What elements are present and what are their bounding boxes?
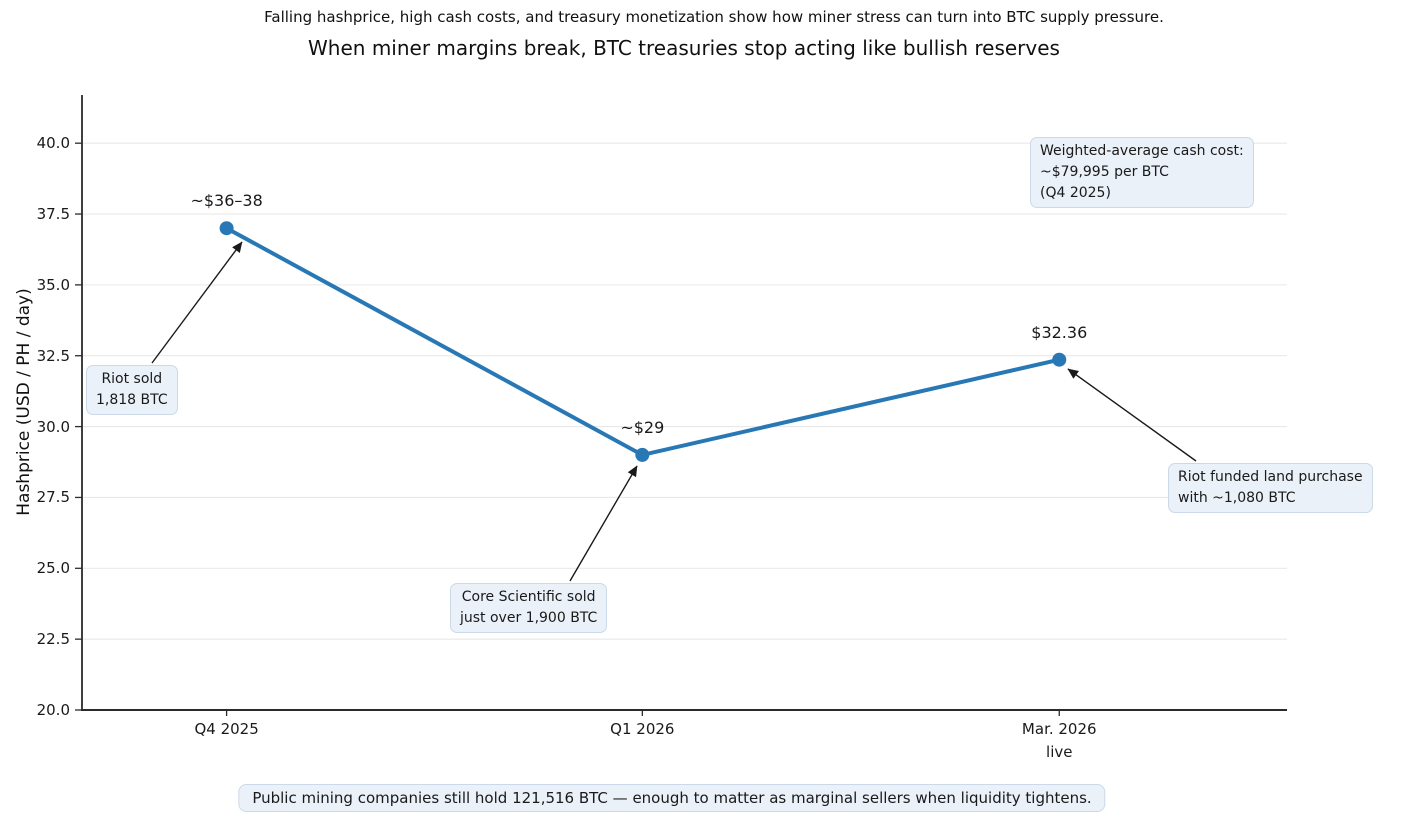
footnote: Public mining companies still hold 121,5… — [238, 784, 1106, 812]
chart-title: When miner margins break, BTC treasuries… — [308, 36, 1060, 60]
annotation-arrow-riot-funded-land — [1067, 368, 1197, 462]
data-point-marker — [219, 221, 234, 236]
data-point-marker — [1052, 352, 1067, 367]
chart-subtitle: Falling hashprice, high cash costs, and … — [264, 8, 1164, 26]
annotation-arrow-riot-sold — [151, 241, 243, 364]
hashprice-line — [224, 226, 1062, 458]
data-point-marker — [635, 447, 650, 462]
annotation-arrow-core-scientific-sold — [569, 465, 638, 582]
